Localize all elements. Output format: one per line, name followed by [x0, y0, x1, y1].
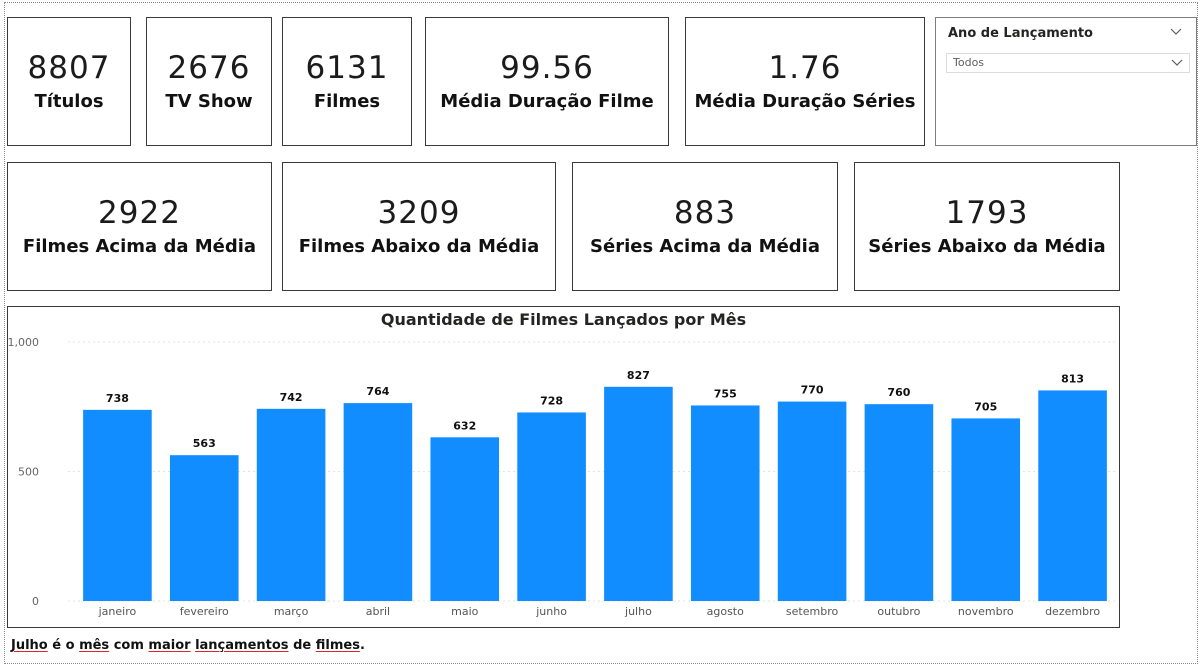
note-word-maior: maior — [148, 638, 191, 653]
note-text: com — [109, 638, 149, 653]
data-label: 563 — [193, 437, 216, 450]
bar-novembro — [951, 418, 1021, 601]
data-label: 632 — [453, 419, 476, 432]
kpi-label: Séries Abaixo da Média — [868, 235, 1106, 257]
kpi-value: 883 — [673, 194, 737, 231]
x-tick-label: agosto — [707, 605, 744, 618]
kpi-label: Filmes Abaixo da Média — [298, 235, 540, 257]
data-label: 742 — [280, 391, 303, 404]
x-tick-label: junho — [535, 605, 567, 618]
kpi-card-media-duracao-series[interactable]: 1.76 Média Duração Séries — [685, 17, 925, 146]
report-canvas-border — [4, 2, 1198, 664]
kpi-value: 2922 — [98, 194, 181, 231]
kpi-card-series-abaixo-media[interactable]: 1793 Séries Abaixo da Média — [854, 162, 1120, 291]
x-tick-label: abril — [366, 605, 390, 618]
kpi-card-series-acima-media[interactable]: 883 Séries Acima da Média — [572, 162, 838, 291]
y-tick-label: 500 — [18, 466, 39, 479]
note-word-filmes: filmes — [315, 638, 360, 653]
insight-note: Julho é o mês com maior lançamentos de f… — [11, 638, 365, 653]
data-label: 770 — [801, 384, 824, 397]
x-tick-label: setembro — [786, 605, 839, 618]
kpi-label: Média Duração Séries — [694, 90, 916, 112]
x-tick-label: dezembro — [1045, 605, 1100, 618]
bar-chart-visual[interactable]: Quantidade de Filmes Lançados por Mês 1,… — [7, 306, 1120, 628]
note-word-lancamentos: lançamentos — [195, 638, 289, 653]
data-label: 728 — [540, 394, 563, 407]
slicer-dropdown[interactable]: Todos — [946, 53, 1190, 73]
bar-agosto — [690, 405, 760, 601]
kpi-card-media-duracao-filme[interactable]: 99.56 Média Duração Filme — [425, 17, 669, 146]
kpi-card-filmes-acima-media[interactable]: 2922 Filmes Acima da Média — [7, 162, 272, 291]
data-label: 764 — [366, 385, 389, 398]
kpi-value: 2676 — [167, 49, 251, 86]
data-label: 738 — [106, 392, 129, 405]
kpi-label: Títulos — [34, 90, 104, 112]
data-label: 705 — [974, 400, 997, 413]
kpi-label: Filmes — [313, 90, 381, 112]
x-tick-label: novembro — [958, 605, 1014, 618]
kpi-label: Média Duração Filme — [440, 90, 654, 112]
bar-outubro — [864, 404, 934, 601]
bar-maio — [430, 437, 500, 601]
bar-janeiro — [83, 409, 152, 601]
bar-chart-svg: 1,000 500 0 738 janeiro 563 fevereiro 742 março 7… — [8, 336, 1116, 618]
slicer-ano-de-lancamento[interactable]: Ano de Lançamento Todos — [935, 17, 1197, 146]
note-word-julho: Julho — [11, 638, 48, 653]
kpi-value: 3209 — [377, 194, 461, 231]
chevron-down-icon[interactable] — [1170, 27, 1182, 37]
slicer-title: Ano de Lançamento — [948, 26, 1093, 41]
y-tick-label: 0 — [32, 595, 39, 608]
kpi-label: TV Show — [165, 90, 253, 112]
data-label: 755 — [714, 387, 737, 400]
kpi-label: Filmes Acima da Média — [22, 235, 257, 257]
kpi-card-titulos[interactable]: 8807 Títulos — [7, 17, 131, 146]
x-tick-label: fevereiro — [180, 605, 229, 618]
kpi-card-filmes-abaixo-media[interactable]: 3209 Filmes Abaixo da Média — [282, 162, 556, 291]
bar-setembro — [777, 401, 847, 601]
bar-março — [256, 408, 326, 601]
bar-junho — [517, 412, 586, 601]
chevron-down-icon[interactable] — [1171, 58, 1183, 68]
note-text: é o — [47, 638, 80, 653]
kpi-value: 1793 — [945, 194, 1029, 231]
bar-dezembro — [1038, 390, 1107, 601]
note-word-mes: mês — [79, 638, 110, 653]
kpi-value: 6131 — [305, 49, 389, 86]
note-text: de — [288, 638, 316, 653]
y-tick-label: 1,000 — [8, 336, 39, 349]
x-tick-label: março — [274, 605, 309, 618]
bar-abril — [343, 403, 413, 601]
x-tick-label: janeiro — [98, 605, 137, 618]
kpi-card-filmes[interactable]: 6131 Filmes — [282, 17, 412, 146]
kpi-label: Séries Acima da Média — [590, 235, 820, 257]
data-label: 827 — [627, 369, 650, 382]
x-tick-label: outubro — [877, 605, 920, 618]
chart-title: Quantidade de Filmes Lançados por Mês — [380, 310, 747, 329]
data-label: 813 — [1061, 372, 1084, 385]
kpi-card-tv-show[interactable]: 2676 TV Show — [146, 17, 272, 146]
bar-fevereiro — [169, 455, 239, 601]
kpi-value: 8807 — [27, 49, 111, 86]
note-text: . — [359, 638, 365, 653]
data-label: 760 — [887, 386, 910, 399]
bar-julho — [604, 386, 673, 601]
kpi-value: 1.76 — [768, 49, 842, 86]
kpi-value: 99.56 — [500, 49, 594, 86]
x-tick-label: julho — [624, 605, 652, 618]
slicer-selected-value: Todos — [953, 56, 985, 69]
x-tick-label: maio — [451, 605, 479, 618]
